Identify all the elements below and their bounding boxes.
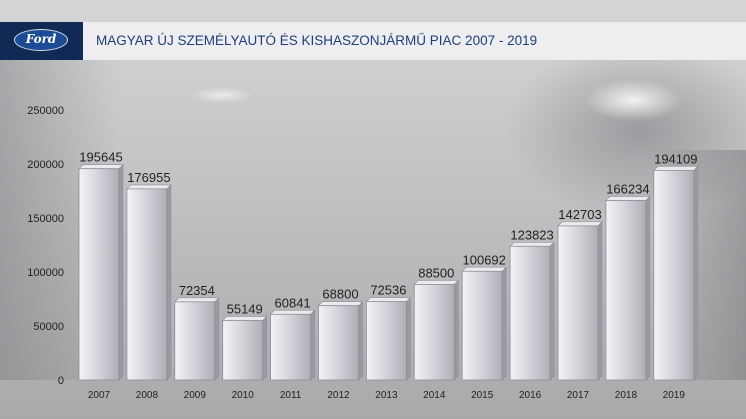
bar xyxy=(270,313,312,381)
x-tick-label: 2014 xyxy=(423,390,446,401)
bar-top xyxy=(413,280,460,285)
header-bar: Ford MAGYAR ÚJ SZEMÉLYAUTÓ ÉS KISHASZONJ… xyxy=(0,22,746,60)
x-tick-label: 2018 xyxy=(615,390,638,401)
y-tick-label: 150000 xyxy=(27,213,64,225)
bar-side xyxy=(645,195,651,381)
bar xyxy=(605,200,647,381)
data-label: 195645 xyxy=(79,150,122,165)
bar-top xyxy=(269,309,316,315)
bar-side xyxy=(597,221,603,381)
bar xyxy=(509,245,551,381)
bar xyxy=(318,305,359,381)
bar xyxy=(461,270,503,381)
x-tick-label: 2009 xyxy=(184,390,207,401)
bar-top xyxy=(653,166,699,171)
bar-top xyxy=(126,184,172,190)
bar-top xyxy=(365,297,412,302)
y-tick-label: 0 xyxy=(58,375,64,387)
bar-side xyxy=(549,241,555,381)
data-label: 123823 xyxy=(510,227,553,242)
x-tick-label: 2011 xyxy=(280,390,302,401)
bar-top xyxy=(174,297,220,303)
x-tick-label: 2010 xyxy=(232,390,255,401)
y-axis: 0 50000 100000 150000 200000 250000 xyxy=(27,105,64,387)
x-tick-label: 2013 xyxy=(375,390,398,401)
bar xyxy=(413,284,455,381)
bar xyxy=(365,301,407,381)
bar-top xyxy=(78,164,124,170)
data-label: 176955 xyxy=(127,170,170,185)
y-tick-label: 200000 xyxy=(27,159,64,171)
page-title: MAGYAR ÚJ SZEMÉLYAUTÓ ÉS KISHASZONJÁRMŰ … xyxy=(96,33,538,48)
bar xyxy=(653,169,695,381)
bar-side xyxy=(693,165,699,381)
data-label: 60841 xyxy=(275,295,311,310)
data-label: 194109 xyxy=(654,151,697,166)
y-tick-label: 250000 xyxy=(27,105,64,117)
bar xyxy=(557,225,599,381)
data-labels: 195645 176955 72354 55149 60841 68800 72536 885… xyxy=(79,150,697,317)
bar-top xyxy=(605,196,651,201)
x-tick-label: 2017 xyxy=(567,390,590,401)
data-label: 68800 xyxy=(322,287,358,302)
y-tick-label: 50000 xyxy=(33,321,64,333)
bar xyxy=(78,168,120,381)
bar-top xyxy=(317,301,364,306)
x-tick-label: 2007 xyxy=(88,390,111,401)
x-axis: 2007 2008 2009 2010 2011 2012 2013 2014 2015 2016… xyxy=(88,390,685,401)
bar-top xyxy=(461,266,507,272)
bar xyxy=(222,320,264,381)
ford-logo: Ford xyxy=(0,22,83,60)
bar-side xyxy=(214,297,220,381)
data-label: 55149 xyxy=(227,301,263,316)
x-tick-label: 2019 xyxy=(663,390,686,401)
bar xyxy=(126,188,168,381)
bar-top xyxy=(557,221,603,227)
bar-side xyxy=(310,309,315,381)
bar-side xyxy=(262,315,268,381)
bar-top xyxy=(509,241,555,247)
x-tick-label: 2012 xyxy=(327,390,350,401)
data-label: 100692 xyxy=(463,252,506,267)
bar xyxy=(174,301,216,381)
bar-side xyxy=(166,184,172,381)
data-label: 142703 xyxy=(558,207,601,222)
bars xyxy=(78,163,699,381)
bar-side xyxy=(118,163,124,381)
data-label: 166234 xyxy=(606,181,649,196)
y-tick-label: 100000 xyxy=(27,267,64,279)
bar-side xyxy=(406,296,411,381)
ford-logo-oval: Ford xyxy=(14,29,68,51)
bar-side xyxy=(453,279,459,381)
bar-side xyxy=(501,266,507,381)
x-tick-label: 2008 xyxy=(136,390,159,401)
data-label: 72536 xyxy=(370,283,406,298)
data-label: 88500 xyxy=(418,265,454,280)
bar-top xyxy=(221,316,268,321)
x-tick-label: 2015 xyxy=(471,390,494,401)
bar-side xyxy=(358,300,363,381)
data-label: 72354 xyxy=(179,283,215,298)
x-tick-label: 2016 xyxy=(519,390,542,401)
